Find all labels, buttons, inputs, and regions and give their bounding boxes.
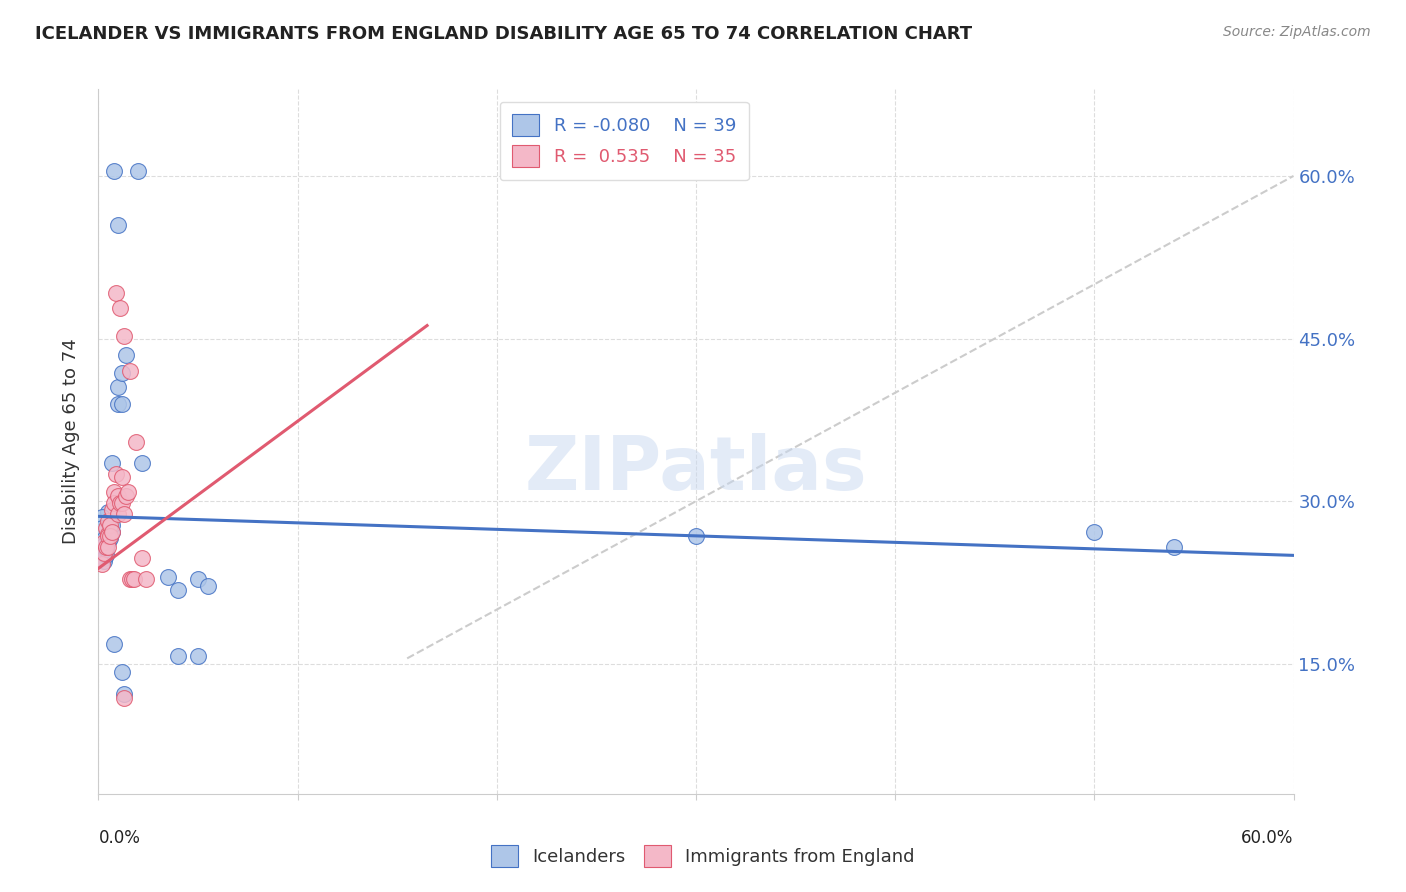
Point: [125, 434, 148, 449]
Point: [115, 489, 138, 503]
Point: [93, 535, 115, 549]
Text: ZIPatlas: ZIPatlas: [524, 434, 868, 507]
Point: [101, 524, 124, 539]
Legend: R = -0.080    N = 39, R =  0.535    N = 35: R = -0.080 N = 39, R = 0.535 N = 35: [499, 102, 749, 180]
Point: [101, 503, 124, 517]
Point: [98, 518, 122, 533]
Point: [115, 348, 138, 362]
Point: [107, 218, 129, 232]
Point: [110, 496, 132, 510]
Point: [197, 579, 219, 593]
Point: [93, 537, 115, 551]
Point: [110, 301, 132, 316]
Point: [97, 514, 120, 528]
Point: [117, 485, 139, 500]
Text: Source: ZipAtlas.com: Source: ZipAtlas.com: [1223, 25, 1371, 39]
Point: [157, 570, 180, 584]
Point: [103, 485, 125, 500]
Point: [111, 665, 134, 680]
Text: 0.0%: 0.0%: [98, 829, 141, 847]
Point: [97, 505, 120, 519]
Legend: Icelanders, Immigrants from England: Icelanders, Immigrants from England: [484, 838, 922, 874]
Point: [107, 507, 129, 521]
Point: [111, 470, 134, 484]
Point: [135, 572, 157, 586]
Point: [112, 687, 135, 701]
Point: [98, 531, 122, 545]
Point: [112, 691, 135, 706]
Point: [111, 366, 134, 380]
Point: [93, 543, 115, 558]
Point: [112, 507, 135, 521]
Point: [105, 285, 128, 300]
Point: [101, 518, 124, 533]
Point: [96, 540, 118, 554]
Point: [103, 496, 125, 510]
Point: [98, 529, 122, 543]
Point: [1083, 524, 1105, 539]
Point: [96, 521, 118, 535]
Point: [167, 649, 190, 664]
Point: [93, 532, 115, 546]
Point: [107, 380, 129, 394]
Point: [120, 572, 142, 586]
Point: [120, 364, 142, 378]
Point: [131, 456, 153, 470]
Point: [131, 550, 153, 565]
Point: [103, 163, 125, 178]
Point: [97, 526, 120, 541]
Point: [91, 510, 114, 524]
Point: [97, 516, 120, 530]
Point: [121, 572, 143, 586]
Point: [124, 572, 146, 586]
Point: [167, 583, 190, 598]
Text: ICELANDER VS IMMIGRANTS FROM ENGLAND DISABILITY AGE 65 TO 74 CORRELATION CHART: ICELANDER VS IMMIGRANTS FROM ENGLAND DIS…: [35, 25, 973, 43]
Point: [91, 557, 114, 571]
Point: [93, 546, 115, 560]
Point: [111, 496, 134, 510]
Y-axis label: Disability Age 65 to 74: Disability Age 65 to 74: [62, 339, 80, 544]
Point: [96, 549, 118, 563]
Point: [97, 526, 120, 541]
Point: [112, 329, 135, 343]
Point: [98, 526, 122, 541]
Point: [685, 529, 707, 543]
Point: [187, 649, 209, 664]
Point: [103, 637, 125, 651]
Point: [105, 467, 128, 481]
Point: [96, 541, 118, 556]
Point: [93, 554, 115, 568]
Point: [101, 456, 124, 470]
Point: [107, 396, 129, 410]
Point: [127, 163, 149, 178]
Point: [93, 550, 115, 565]
Point: [97, 540, 120, 554]
Point: [101, 524, 124, 539]
Point: [91, 521, 114, 535]
Text: 60.0%: 60.0%: [1241, 829, 1294, 847]
Point: [111, 396, 134, 410]
Point: [1163, 540, 1185, 554]
Point: [97, 535, 120, 549]
Point: [97, 529, 120, 543]
Point: [187, 572, 209, 586]
Point: [107, 489, 129, 503]
